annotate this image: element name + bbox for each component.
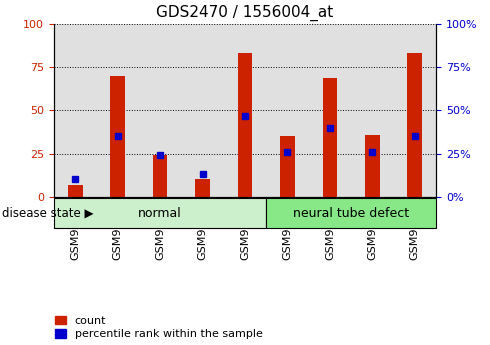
Bar [266,24,309,197]
Bar [110,76,125,197]
Bar [152,155,168,197]
Text: disease state ▶: disease state ▶ [2,207,94,219]
Bar [181,24,224,197]
Bar [322,78,337,197]
Bar [97,24,139,197]
Bar [309,24,351,197]
Bar [238,53,252,197]
Bar [224,24,266,197]
Bar [393,24,436,197]
Text: neural tube defect: neural tube defect [293,207,409,219]
Bar [365,135,380,197]
Bar [54,24,97,197]
Bar [139,24,181,197]
Bar [407,53,422,197]
Text: normal: normal [138,207,182,219]
Bar [351,24,393,197]
Bar [280,136,295,197]
Title: GDS2470 / 1556004_at: GDS2470 / 1556004_at [156,5,334,21]
Bar [195,179,210,197]
Legend: count, percentile rank within the sample: count, percentile rank within the sample [54,316,263,339]
Bar [68,185,82,197]
